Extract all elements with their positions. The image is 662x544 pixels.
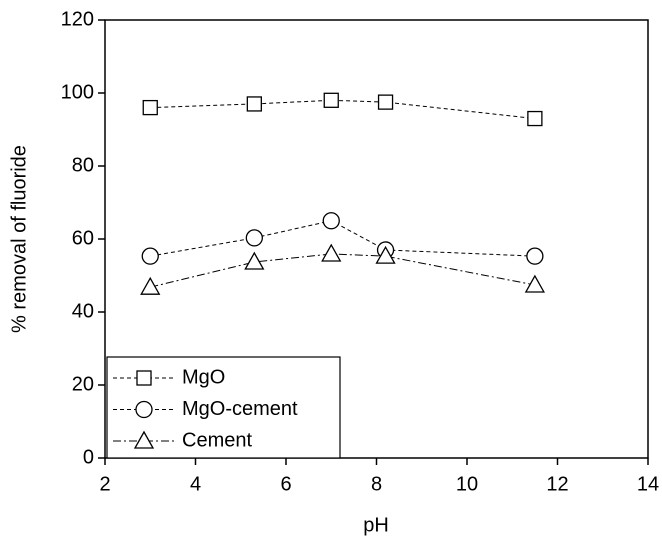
marker [141,247,159,265]
series-line [150,220,535,257]
marker [321,243,342,262]
series-line [150,253,535,288]
legend-label: MgO-cement [182,398,298,420]
marker [526,247,544,265]
marker [527,110,543,127]
marker [142,99,158,116]
legend-label: MgO [182,366,225,388]
x-tick-label: 10 [456,473,478,495]
marker [133,430,155,449]
marker [136,370,152,386]
x-tick-label: 4 [190,473,201,495]
marker [244,251,265,270]
y-axis-label: % removal of fluoride [8,145,30,333]
x-tick-label: 14 [637,473,659,495]
x-axis-label: pH [363,514,389,536]
marker [245,229,263,247]
y-tick-label: 80 [72,154,94,176]
y-tick-label: 20 [72,373,94,395]
marker [375,245,396,264]
legend-label: Cement [182,429,252,451]
marker [246,96,262,112]
y-tick-label: 120 [61,8,94,30]
y-tick-label: 60 [72,227,94,249]
series-line [150,99,535,120]
x-tick-label: 8 [371,473,382,495]
marker [323,92,339,108]
marker [135,400,153,419]
y-tick-label: 40 [72,300,94,322]
marker [322,212,340,230]
x-tick-label: 2 [99,473,110,495]
marker [524,274,545,293]
y-tick-label: 100 [61,81,94,103]
marker [377,94,394,110]
marker [140,276,161,295]
x-tick-label: 6 [280,473,291,495]
y-tick-label: 0 [83,446,94,468]
x-tick-label: 12 [546,473,568,495]
